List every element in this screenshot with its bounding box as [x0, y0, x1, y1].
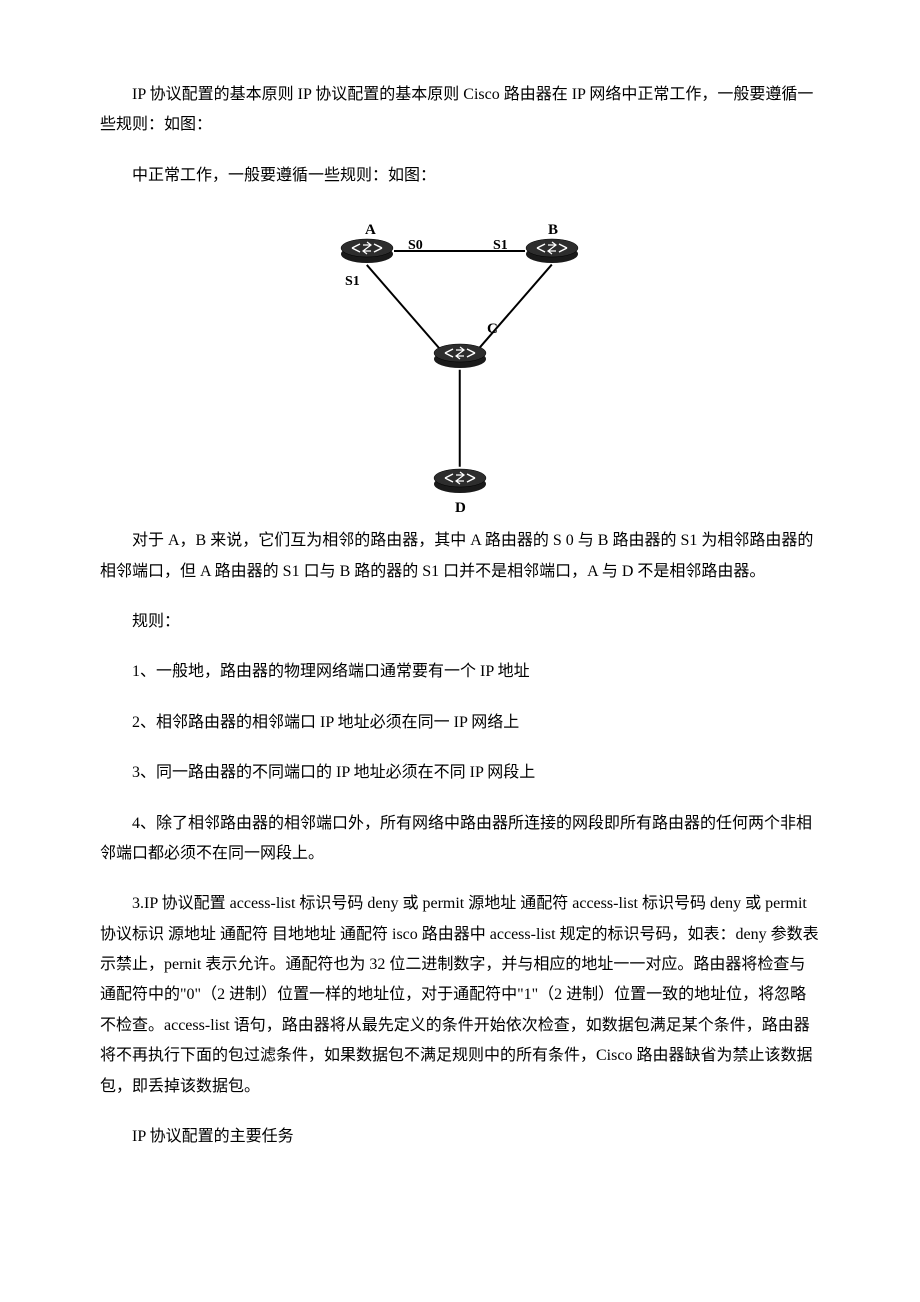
- edge-c-d: [459, 370, 461, 467]
- paragraph-intro: IP 协议配置的基本原则 IP 协议配置的基本原则 Cisco 路由器在 IP …: [100, 80, 820, 141]
- paragraph-rule-4: 4、除了相邻路由器的相邻端口外，所有网络中路由器所连接的网段即所有路由器的任何两…: [100, 809, 820, 870]
- network-diagram-container: A B C D S0 S1 S1: [100, 211, 820, 501]
- port-label-s0: S0: [408, 233, 423, 260]
- paragraph-intro-2: 中正常工作，一般要遵循一些规则：如图：: [100, 161, 820, 191]
- network-diagram: A B C D S0 S1 S1: [320, 211, 600, 501]
- port-label-s1-a: S1: [345, 269, 360, 296]
- node-label-d: D: [455, 494, 466, 523]
- router-d: [433, 466, 487, 494]
- node-label-b: B: [548, 216, 558, 245]
- node-label-a: A: [365, 216, 376, 245]
- paragraph-rules-header: 规则：: [100, 607, 820, 637]
- paragraph-main-tasks: IP 协议配置的主要任务: [100, 1122, 820, 1152]
- paragraph-access-list: 3.IP 协议配置 access-list 标识号码 deny 或 permit…: [100, 889, 820, 1102]
- paragraph-rule-2: 2、相邻路由器的相邻端口 IP 地址必须在同一 IP 网络上: [100, 708, 820, 738]
- node-label-c: C: [487, 315, 498, 344]
- paragraph-rule-1: 1、一般地，路由器的物理网络端口通常要有一个 IP 地址: [100, 657, 820, 687]
- paragraph-explanation: 对于 A，B 来说，它们互为相邻的路由器，其中 A 路由器的 S 0 与 B 路…: [100, 526, 820, 587]
- paragraph-rule-3: 3、同一路由器的不同端口的 IP 地址必须在不同 IP 网段上: [100, 758, 820, 788]
- router-c: [433, 341, 487, 369]
- port-label-s1-b: S1: [493, 233, 508, 260]
